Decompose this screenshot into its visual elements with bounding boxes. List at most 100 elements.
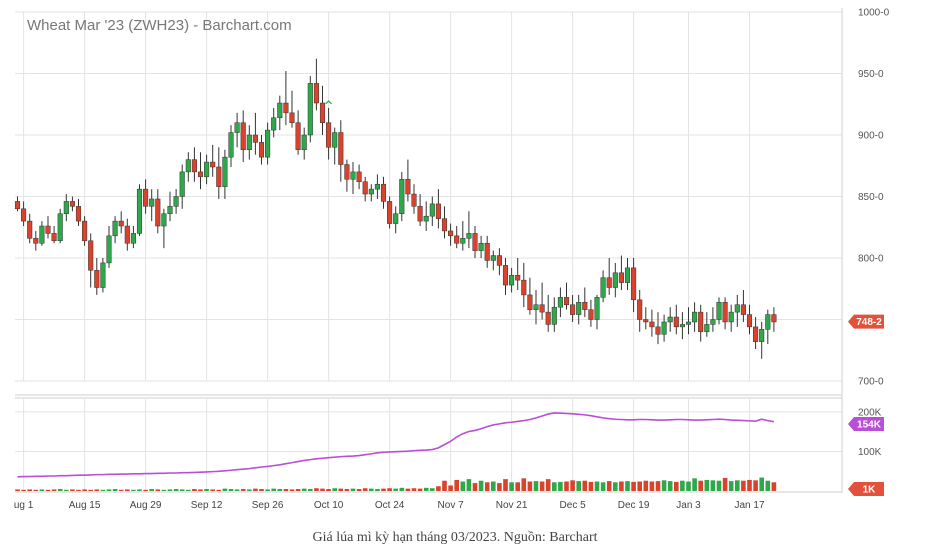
candle-body (576, 302, 582, 315)
candle (100, 258, 106, 293)
candle (167, 191, 173, 222)
volume-bar (216, 489, 222, 491)
volume-bar (295, 489, 301, 491)
candle-body (478, 242, 484, 251)
ma-volume-badge: 154K (848, 417, 884, 431)
candle (75, 198, 82, 227)
candle (82, 216, 88, 246)
volume-bar (82, 489, 87, 491)
candle (362, 176, 368, 202)
candle-body (33, 238, 39, 244)
candle-body (332, 132, 338, 148)
candle (643, 307, 649, 330)
candle (771, 307, 777, 332)
candle-body (124, 225, 130, 244)
candle-body (51, 233, 57, 242)
volume-bar (405, 488, 411, 491)
candle (39, 221, 45, 246)
volume-bar (448, 485, 453, 491)
candle-body (295, 122, 301, 151)
candle (33, 230, 39, 251)
candle (728, 304, 734, 332)
candle (740, 289, 746, 322)
volume-bar (362, 488, 368, 491)
candle-body (685, 321, 692, 325)
volume-bar (106, 489, 112, 491)
volume-bar (70, 489, 75, 491)
candle-body (100, 262, 106, 288)
candle-body (222, 156, 228, 187)
volume-bar (491, 481, 496, 491)
candle-body (655, 326, 661, 335)
candle (45, 216, 51, 239)
candle-body (441, 218, 448, 232)
volume-bar (259, 489, 264, 491)
volume-bar (240, 489, 246, 491)
candle-body (130, 233, 136, 244)
candle (765, 309, 771, 345)
candle-body (210, 161, 216, 168)
volume-bar (94, 489, 100, 491)
candle (252, 112, 258, 155)
date-tick-label: Aug 15 (69, 500, 101, 511)
candle (637, 289, 643, 332)
candle-body (277, 102, 283, 119)
candle-body (39, 225, 45, 244)
candle-body (14, 201, 21, 210)
volume-bar (460, 481, 466, 491)
volume-bar (100, 489, 106, 491)
candle-body (234, 122, 240, 133)
volume-bar (667, 481, 673, 491)
candle (429, 196, 435, 227)
volume-bar (600, 482, 606, 491)
candle-body (271, 117, 277, 131)
volume-bar (350, 488, 356, 491)
candle (258, 135, 265, 165)
candle-body (698, 311, 704, 333)
candle-body (472, 233, 478, 251)
candle-body (191, 159, 197, 173)
volume-bar (454, 479, 459, 491)
candle-body (82, 220, 88, 242)
candle (716, 297, 722, 325)
volume-bar (192, 489, 197, 491)
volume-bar (515, 482, 520, 491)
figure-caption: Giá lúa mì kỳ hạn tháng 03/2023. Nguồn: … (312, 530, 598, 545)
candle-body (600, 277, 606, 298)
volume-bar (735, 480, 740, 491)
candle (228, 125, 234, 167)
price-tick-label: 800-0 (858, 254, 884, 265)
volume-bar (27, 489, 32, 491)
volume-bar (588, 481, 594, 491)
candlestick-series (14, 58, 777, 359)
candle (515, 258, 521, 290)
volume-bar (332, 488, 337, 491)
candle-body (429, 203, 435, 217)
volume-bar (710, 480, 716, 491)
candle-body (502, 265, 509, 286)
candle-body (423, 215, 429, 222)
candle (649, 309, 655, 337)
candle (502, 258, 509, 295)
volume-bar (759, 477, 764, 491)
volume-bar (497, 483, 502, 491)
candle (143, 179, 149, 214)
volume-bar (655, 481, 661, 491)
candle (417, 194, 423, 227)
price-tick-label: 1000-0 (858, 8, 890, 19)
candle (313, 58, 319, 111)
candle-body (240, 122, 246, 151)
candle (557, 287, 563, 318)
extreme-markers (325, 100, 333, 105)
date-tick-label: Jan 3 (676, 500, 701, 511)
candle-body (490, 255, 496, 261)
candle-body (106, 235, 112, 264)
candle (21, 201, 27, 227)
candle (624, 258, 631, 290)
candle-body (679, 324, 685, 328)
candle-body (527, 294, 533, 310)
candle-body (362, 181, 368, 195)
candle (448, 223, 454, 246)
volume-bar (210, 489, 215, 491)
candle-body (484, 242, 490, 261)
